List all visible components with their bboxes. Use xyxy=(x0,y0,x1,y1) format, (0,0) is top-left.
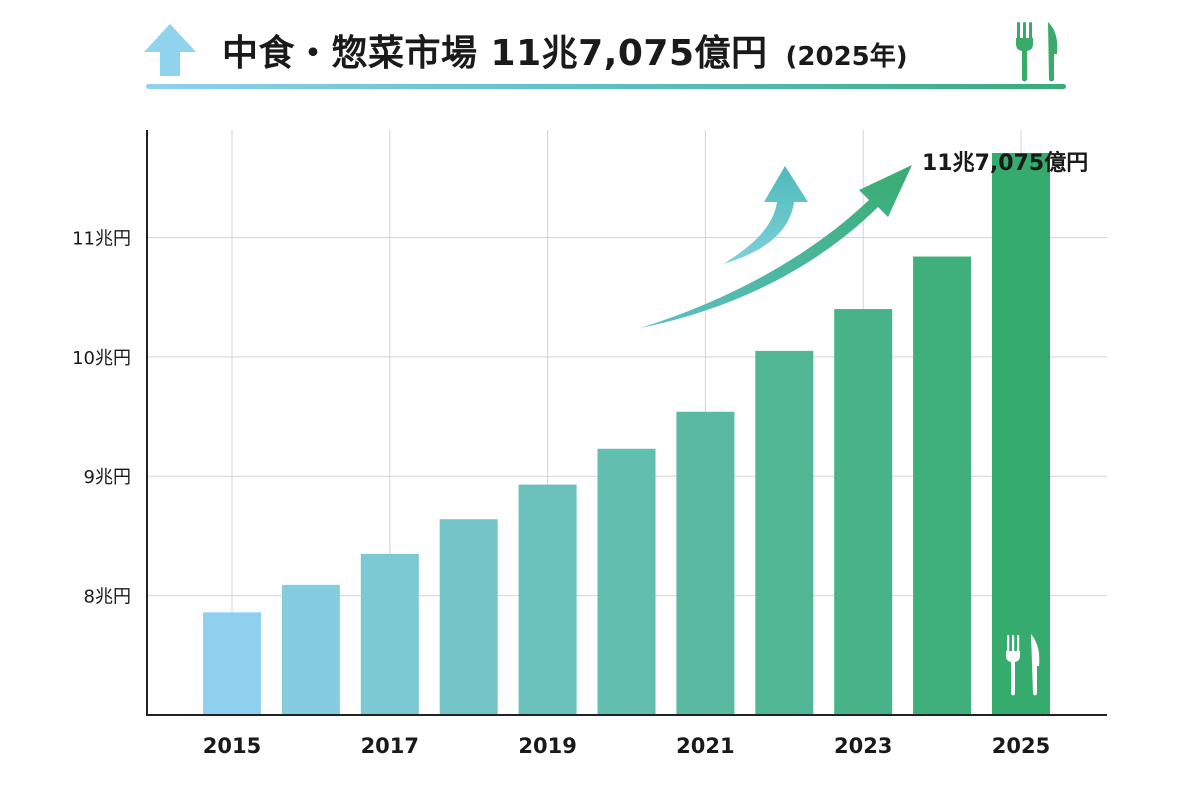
trend-arrows xyxy=(640,165,912,328)
x-tick-label: 2017 xyxy=(361,734,419,758)
bar-2023 xyxy=(834,309,893,715)
x-tick-label: 2023 xyxy=(834,734,892,758)
fork-knife-icon xyxy=(1006,634,1040,696)
trend-arrow-large xyxy=(640,165,912,328)
axes xyxy=(146,130,1107,716)
x-tick-label: 2019 xyxy=(518,734,576,758)
bar-2015 xyxy=(203,612,261,715)
x-tick-label: 2025 xyxy=(992,734,1050,758)
trend-arrow-small xyxy=(723,166,808,264)
bar-2025 xyxy=(992,152,1050,715)
x-tick-label: 2015 xyxy=(203,734,261,758)
chart-title-text: 中食・惣菜市場 11兆7,075億円 xyxy=(222,33,768,74)
bar-2018 xyxy=(439,519,498,715)
chart-header: 中食・惣菜市場 11兆7,075億円 (2025年) xyxy=(0,0,1200,110)
bar-2016 xyxy=(281,584,340,715)
chart-title-year: (2025年) xyxy=(785,42,908,72)
chart-title: 中食・惣菜市場 11兆7,075億円 (2025年) xyxy=(222,24,908,76)
bar-2024 xyxy=(913,256,972,715)
bar-2019 xyxy=(518,484,577,715)
up-arrow-icon xyxy=(144,24,196,76)
fork-knife-icon xyxy=(1016,22,1058,82)
bar-2017 xyxy=(360,553,419,715)
y-tick-label: 9兆円 xyxy=(84,467,131,488)
bar-2020 xyxy=(597,448,656,715)
bars xyxy=(203,152,1050,715)
x-tick-label: 2021 xyxy=(676,734,734,758)
x-axis-tick-labels: 2015 2017 2019 2021 2023 2025 xyxy=(203,734,1050,758)
title-underline xyxy=(146,84,1066,89)
y-tick-label: 8兆円 xyxy=(84,587,131,608)
bar-2021 xyxy=(676,411,735,715)
bar-icons xyxy=(1006,634,1040,696)
y-tick-label: 10兆円 xyxy=(72,348,131,369)
annotation-total: 11兆7,075億円 xyxy=(922,150,1088,176)
bar-2022 xyxy=(755,350,814,715)
y-axis-tick-labels: 8兆円 9兆円 10兆円 11兆円 xyxy=(72,228,131,607)
y-tick-label: 11兆円 xyxy=(72,228,131,249)
